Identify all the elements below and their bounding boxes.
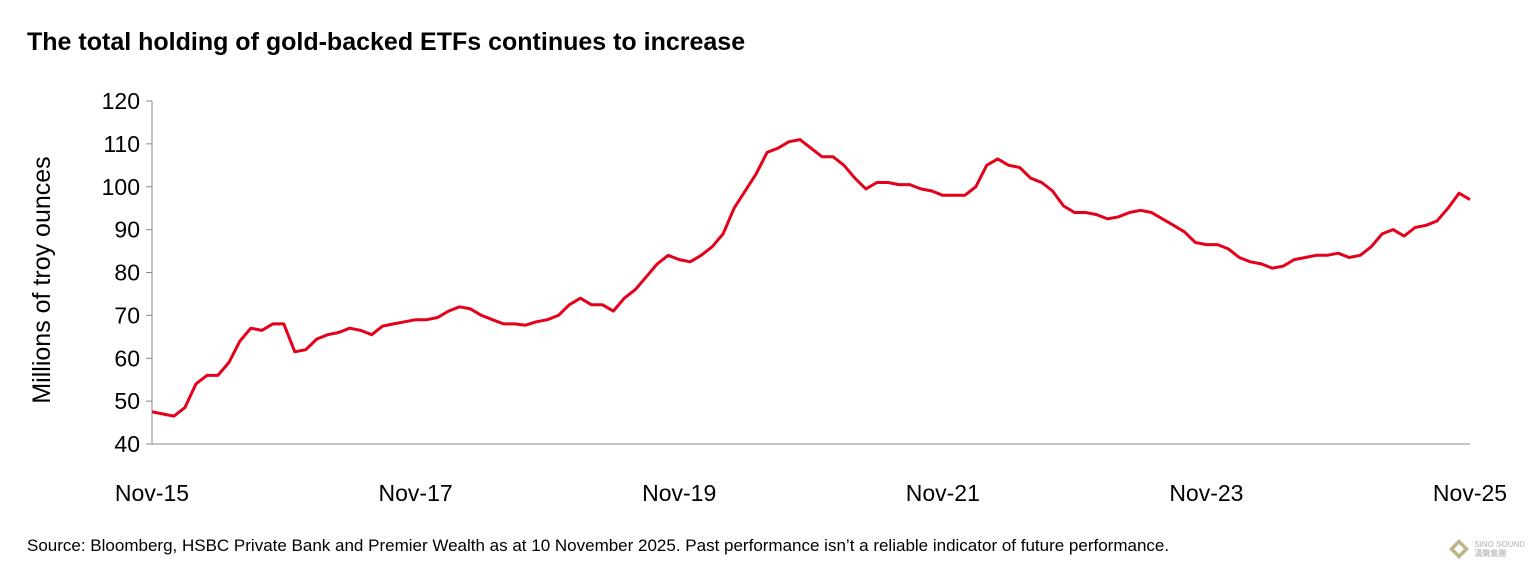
x-tick-label: Nov-19: [642, 480, 716, 506]
y-axis-label: Millions of troy ounces: [28, 156, 56, 403]
y-tick-label: 80: [114, 260, 140, 286]
watermark-text: SINO SOUND: [1474, 540, 1525, 549]
y-tick-label: 120: [102, 88, 140, 114]
y-tick-label: 110: [103, 131, 140, 157]
diamond-logo-icon: [1449, 539, 1470, 559]
watermark-logo: SINO SOUND 漢聲集團: [1448, 538, 1525, 560]
y-tick-label: 50: [114, 388, 140, 414]
y-tick-label: 60: [114, 345, 140, 371]
watermark-subtext: 漢聲集團: [1474, 549, 1507, 558]
y-tick-label: 40: [114, 431, 140, 457]
y-tick-label: 100: [102, 174, 140, 200]
x-tick-label: Nov-25: [1433, 480, 1507, 506]
y-tick-label: 70: [114, 302, 140, 328]
chart-title: The total holding of gold-backed ETFs co…: [27, 28, 746, 56]
y-axis: 40 50 60 70 80 90 100 110 120: [102, 88, 153, 457]
x-tick-label: Nov-17: [379, 480, 453, 506]
y-tick-label: 90: [114, 217, 140, 243]
x-tick-label: Nov-21: [906, 480, 980, 506]
x-tick-label: Nov-23: [1169, 480, 1243, 506]
x-tick-label: Nov-15: [115, 480, 189, 506]
x-axis: Nov-15 Nov-17 Nov-19 Nov-21 Nov-23 Nov-25: [115, 443, 1507, 506]
series-line: [151, 138, 1471, 418]
source-note: Source: Bloomberg, HSBC Private Bank and…: [27, 536, 1170, 555]
